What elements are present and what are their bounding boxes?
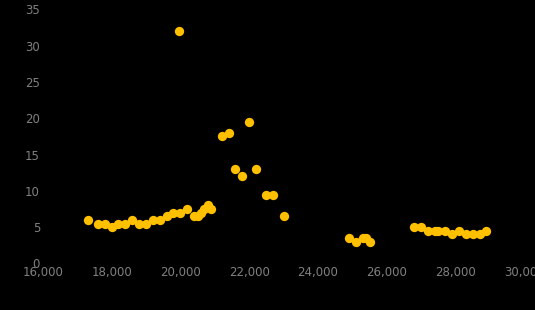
Point — [252, 166, 261, 171]
Point — [424, 228, 432, 233]
Point — [200, 206, 209, 211]
Point — [101, 221, 109, 226]
Point — [365, 239, 374, 244]
Point — [108, 225, 116, 230]
Point — [475, 232, 484, 237]
Point — [149, 217, 157, 222]
Point — [162, 214, 171, 219]
Point — [174, 29, 183, 33]
Point — [94, 221, 102, 226]
Point — [245, 119, 254, 124]
Point — [176, 210, 185, 215]
Point — [114, 221, 123, 226]
Point — [193, 214, 202, 219]
Point — [135, 221, 143, 226]
Point — [207, 206, 216, 211]
Point — [482, 228, 491, 233]
Point — [410, 225, 418, 230]
Point — [455, 228, 463, 233]
Point — [441, 228, 449, 233]
Point — [190, 214, 198, 219]
Point — [83, 217, 92, 222]
Point — [351, 239, 360, 244]
Point — [362, 236, 370, 241]
Point — [204, 203, 212, 208]
Point — [142, 221, 150, 226]
Point — [183, 206, 192, 211]
Point — [279, 214, 288, 219]
Point — [358, 236, 367, 241]
Point — [224, 130, 233, 135]
Point — [345, 236, 353, 241]
Point — [434, 228, 442, 233]
Point — [431, 228, 439, 233]
Point — [462, 232, 470, 237]
Point — [469, 232, 477, 237]
Point — [156, 217, 164, 222]
Point — [231, 166, 240, 171]
Point — [262, 192, 271, 197]
Point — [417, 225, 425, 230]
Point — [448, 232, 456, 237]
Point — [197, 210, 205, 215]
Point — [121, 221, 129, 226]
Point — [128, 217, 136, 222]
Point — [217, 134, 226, 139]
Point — [169, 210, 178, 215]
Point — [238, 174, 247, 179]
Point — [269, 192, 278, 197]
